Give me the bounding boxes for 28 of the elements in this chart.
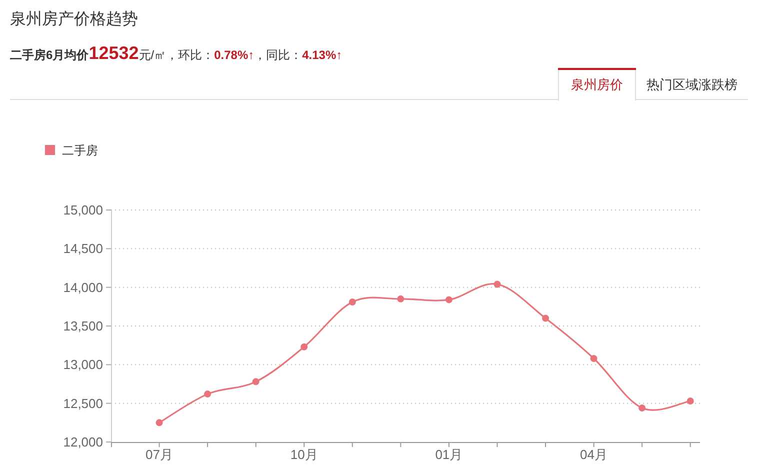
- y-tick-label: 15,000: [63, 202, 103, 218]
- y-tick-label: 13,500: [63, 318, 103, 334]
- point: [445, 296, 452, 304]
- title: 泉州房产价格趋势: [10, 11, 138, 28]
- x-tick-label: 07月: [146, 447, 174, 462]
- point: [397, 295, 404, 302]
- x-tick-label: 10月: [290, 447, 318, 462]
- tab-label: 热门区域涨跌榜: [646, 77, 738, 92]
- point: [638, 404, 646, 412]
- point: [252, 378, 260, 386]
- point: [204, 390, 212, 398]
- y-tick-label: 14,000: [63, 280, 103, 295]
- point: [494, 280, 501, 288]
- point: [156, 419, 163, 426]
- point: [542, 314, 550, 322]
- y-tick-label: 12,000: [63, 434, 103, 450]
- y-tick-label: 13,000: [63, 357, 103, 372]
- point: [348, 298, 356, 306]
- point: [300, 343, 308, 350]
- point: [686, 398, 694, 405]
- tab-label: 泉州房价: [571, 77, 623, 92]
- x-tick-label: 01月: [435, 447, 463, 462]
- y-tick-label: 14,500: [63, 241, 103, 256]
- legend-label: 二手房: [62, 144, 98, 158]
- subtitle: 二手房6月均价12532元/㎡，环比：0.78%↑，同比：4.13%↑: [10, 43, 342, 63]
- x-tick-label: 04月: [580, 447, 608, 462]
- point: [590, 354, 598, 362]
- y-tick-label: 12,500: [63, 396, 103, 411]
